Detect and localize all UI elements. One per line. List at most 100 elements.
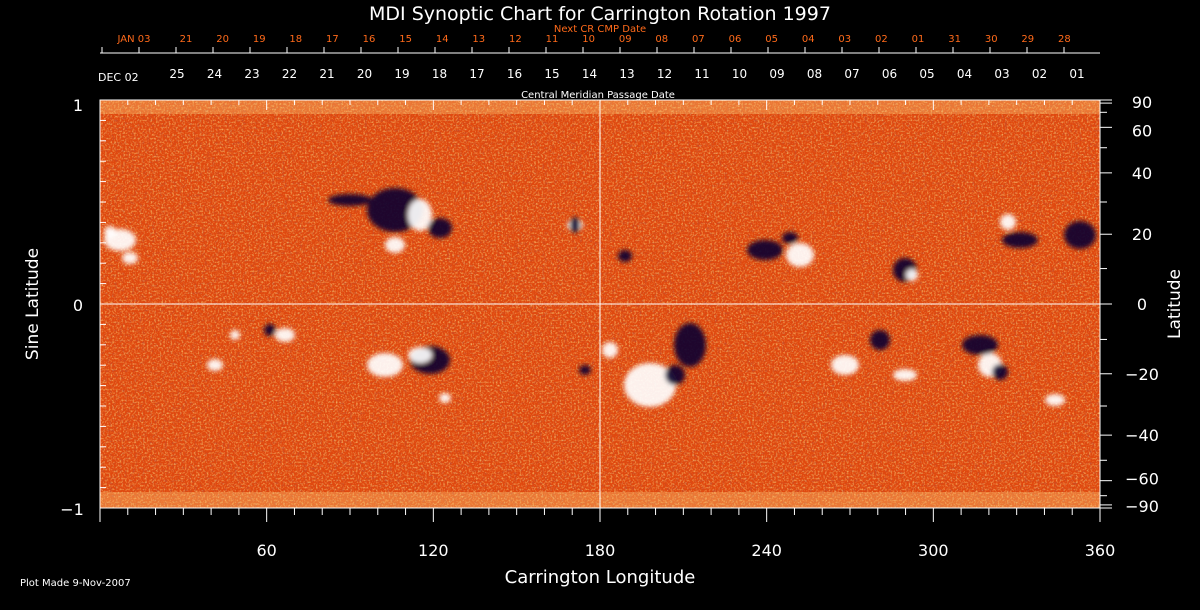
left-tick-1: 1	[73, 96, 83, 115]
active-region	[786, 243, 814, 267]
cmp-date: 12	[657, 67, 672, 81]
latitude-tick-label: 20	[1132, 225, 1152, 244]
latitude-tick-label: −40	[1125, 426, 1159, 445]
active-region	[906, 269, 918, 281]
cmp-date: 05	[919, 67, 934, 81]
next-cr-date: 28	[1058, 34, 1071, 45]
next-cr-date: 09	[619, 34, 632, 45]
cmp-date: 22	[282, 67, 297, 81]
next-cr-date: 21	[180, 34, 193, 45]
next-cr-date: 07	[692, 34, 705, 45]
latitude-tick-label: 90	[1132, 93, 1152, 112]
active-region	[747, 240, 783, 260]
active-region	[1002, 232, 1038, 248]
longitude-tick-labels: 60 120 180 240 300 360	[256, 541, 1115, 560]
latitude-ticks	[1100, 99, 1112, 509]
active-region	[624, 363, 676, 407]
cmp-date: 13	[619, 67, 634, 81]
right-axis-label: Latitude	[1165, 269, 1185, 339]
active-region	[962, 335, 998, 355]
active-region	[367, 353, 403, 377]
longitude-tick-label: 240	[751, 541, 782, 560]
active-region	[665, 365, 685, 385]
active-region	[104, 226, 116, 238]
next-cr-date: JAN 03	[117, 34, 151, 45]
active-region	[1064, 221, 1096, 249]
latitude-tick-label: 40	[1132, 164, 1152, 183]
latitude-tick-label: −20	[1125, 365, 1159, 384]
active-region	[1045, 394, 1065, 406]
next-cr-date: 08	[655, 34, 668, 45]
latitude-tick-label: 0	[1137, 295, 1147, 314]
chart-title: MDI Synoptic Chart for Carrington Rotati…	[369, 3, 831, 25]
left-tick-0: 0	[73, 296, 83, 315]
cmp-date: 07	[844, 67, 859, 81]
next-cr-date: 05	[765, 34, 778, 45]
next-cr-date: 04	[802, 34, 815, 45]
plot-made-note: Plot Made 9-Nov-2007	[20, 578, 131, 589]
active-region	[439, 393, 451, 403]
cmp-date: 18	[432, 67, 447, 81]
longitude-tick-label: 300	[918, 541, 949, 560]
bottom-axis-label: Carrington Longitude	[505, 567, 696, 588]
latitude-tick-label: −60	[1125, 470, 1159, 489]
next-cr-date: 13	[472, 34, 485, 45]
next-cr-date: 10	[582, 34, 595, 45]
cmp-date: 23	[244, 67, 259, 81]
cmp-date: 09	[769, 67, 784, 81]
active-region	[782, 232, 798, 244]
next-cr-date: 16	[363, 34, 376, 45]
next-cr-date: 17	[326, 34, 339, 45]
active-region	[992, 364, 1008, 380]
next-cr-date: 30	[985, 34, 998, 45]
cmp-dates: 25 24 23 22 21 20 19 18 17 16 15 14 13 12 11 10 09 08 07 06…	[169, 67, 1084, 81]
active-region	[408, 347, 432, 363]
left-tick-minus1: −1	[60, 500, 84, 519]
next-cr-date: 31	[948, 34, 961, 45]
active-region	[618, 250, 632, 262]
next-cr-date: 18	[289, 34, 302, 45]
active-region	[328, 194, 372, 206]
cmp-date: 14	[582, 67, 597, 81]
current-start-date: DEC 02	[98, 71, 139, 84]
active-region	[428, 218, 452, 238]
active-region	[893, 369, 917, 381]
next-cr-label: Next CR CMP Date	[554, 24, 646, 35]
active-region	[122, 252, 138, 264]
cmp-date: 16	[507, 67, 522, 81]
cmp-date: 01	[1069, 67, 1084, 81]
latitude-tick-label: −90	[1125, 497, 1159, 516]
active-region	[831, 355, 859, 375]
cmp-date: 04	[957, 67, 972, 81]
active-region	[408, 199, 432, 231]
active-region	[602, 342, 618, 358]
active-region	[870, 330, 890, 350]
longitude-tick-label: 60	[256, 541, 276, 560]
active-region	[579, 365, 591, 375]
next-cr-date: 12	[509, 34, 522, 45]
active-region	[1000, 214, 1016, 230]
active-region	[385, 237, 405, 253]
cmp-date: 11	[694, 67, 709, 81]
cmp-axis-label: Central Meridian Passage Date	[521, 90, 675, 101]
cmp-date: 25	[169, 67, 184, 81]
active-region	[570, 217, 580, 233]
next-cr-date: 01	[912, 34, 925, 45]
cmp-date: 10	[732, 67, 747, 81]
cmp-date: 21	[319, 67, 334, 81]
left-axis-label: Sine Latitude	[23, 248, 43, 360]
active-region	[674, 323, 706, 367]
active-region	[207, 359, 223, 371]
cmp-date: 06	[882, 67, 897, 81]
next-cr-date: 29	[1021, 34, 1034, 45]
next-cr-date: 20	[216, 34, 229, 45]
latitude-tick-label: 60	[1132, 121, 1152, 140]
active-region	[275, 328, 295, 342]
next-cr-date: 11	[546, 34, 559, 45]
next-cr-date: 15	[399, 34, 412, 45]
cmp-date: 08	[807, 67, 822, 81]
cmp-date: 20	[357, 67, 372, 81]
next-cr-date: 06	[729, 34, 742, 45]
next-cr-dates: JAN 03 21 20 19 18 17 16 15 14 13 12 11 10 09 08 07 06 05…	[101, 34, 1071, 53]
